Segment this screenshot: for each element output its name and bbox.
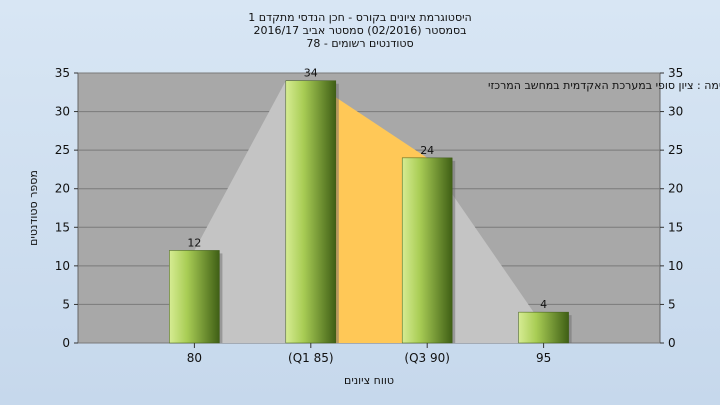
y-tick-label-left: 5 [62,297,70,311]
y-axis-label: מספר סטודנטים [27,170,40,246]
y-tick-label-right: 25 [668,143,683,157]
bar-value-label: 4 [540,298,547,311]
histogram-bar [285,80,337,344]
chart-title-line-3: סטודנטים רשומים - 78 [306,37,414,50]
y-tick-label-left: 15 [55,220,70,234]
histogram-bar [401,157,453,344]
bar-value-label: 12 [187,236,201,249]
chart-title-line-2: בסמסטר (02/2016) סמסטר אביב 2016/17 [253,24,467,37]
y-tick-label-right: 10 [668,259,683,273]
y-tick-label-left: 25 [55,143,70,157]
x-tick-label: (Q3 90) [404,351,450,365]
interquartile-area [310,80,428,343]
y-tick-label-left: 0 [62,336,70,350]
bar-value-label: 34 [304,67,318,80]
y-tick-label-left: 35 [55,66,70,80]
histogram-bar [169,250,220,344]
y-tick-label-right: 30 [668,105,683,119]
y-tick-label-left: 20 [55,182,70,196]
y-tick-label-right: 35 [668,66,683,80]
x-tick-label: 80 [187,351,202,365]
histogram-bar [518,311,569,344]
chart-annotation: במשימה : ציון סופי במערכת האקדמית במחשב … [488,79,720,92]
y-tick-label-left: 10 [55,259,70,273]
chart-title-line-1: היסטוגרמת ציונים בקורס - חכן הנדסי מתקדם… [248,11,472,24]
x-tick-label: (Q1 85) [288,351,334,365]
y-tick-label-right: 5 [668,297,676,311]
bar-value-label: 24 [420,144,434,157]
x-tick-label: 95 [536,351,551,365]
y-tick-label-right: 15 [668,220,683,234]
y-tick-label-left: 30 [55,105,70,119]
y-tick-label-right: 0 [668,336,676,350]
y-tick-label-right: 20 [668,182,683,196]
x-axis-label: טווח ציונים [344,374,394,387]
